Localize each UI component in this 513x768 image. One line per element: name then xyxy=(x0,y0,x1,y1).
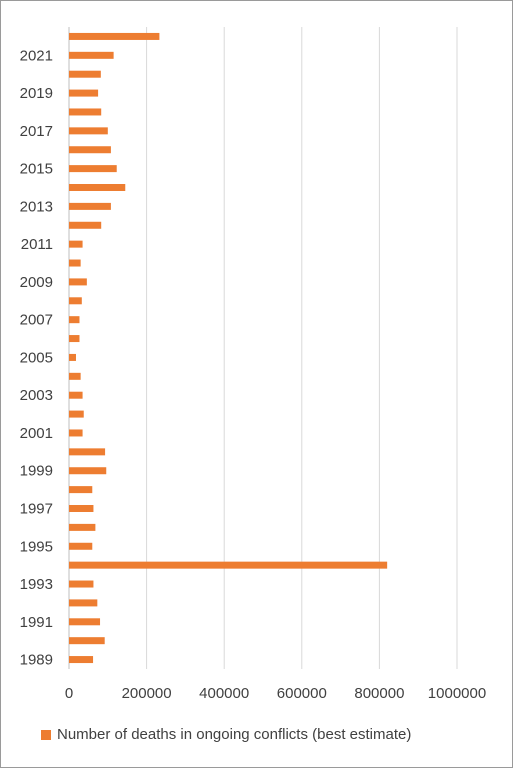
y-tick-label: 1989 xyxy=(20,652,53,669)
bar-2000 xyxy=(69,448,106,456)
x-tick-label: 400000 xyxy=(199,685,249,702)
bar-2002 xyxy=(69,410,84,418)
y-tick-label: 2021 xyxy=(20,47,53,64)
bar-2020 xyxy=(69,70,101,78)
bar-2016 xyxy=(69,146,111,154)
bar-2015 xyxy=(69,165,117,173)
bar-1994 xyxy=(69,561,388,569)
legend-label: Number of deaths in ongoing conflicts (b… xyxy=(57,726,412,743)
bar-1999 xyxy=(69,467,107,475)
bar-2013 xyxy=(69,202,111,210)
bar-1993 xyxy=(69,580,94,588)
bar-2005 xyxy=(69,353,76,361)
legend: Number of deaths in ongoing conflicts (b… xyxy=(41,726,411,743)
bar-2011 xyxy=(69,240,83,248)
bar-1990 xyxy=(69,637,105,645)
y-tick-label: 2009 xyxy=(20,274,53,291)
legend-swatch xyxy=(41,729,51,740)
bar-1991 xyxy=(69,618,101,626)
bar-2019 xyxy=(69,89,99,97)
x-tick-label: 800000 xyxy=(354,685,404,702)
y-tick-label: 1995 xyxy=(20,538,53,555)
y-tick-label: 2005 xyxy=(20,349,53,366)
bar-2022 xyxy=(69,32,160,40)
bar-2007 xyxy=(69,316,80,324)
y-tick-label: 2001 xyxy=(20,425,53,442)
bar-2004 xyxy=(69,372,81,380)
bar-1992 xyxy=(69,599,98,607)
y-tick-label: 2017 xyxy=(20,123,53,140)
bar-2001 xyxy=(69,429,83,437)
x-tick-label: 0 xyxy=(65,685,73,702)
y-tick-label: 2011 xyxy=(21,236,53,253)
y-tick-label: 1999 xyxy=(20,463,53,480)
x-tick-label: 1000000 xyxy=(428,685,486,702)
bar-1989 xyxy=(69,656,94,664)
bars xyxy=(69,32,388,664)
y-tick-label: 2003 xyxy=(20,387,53,404)
bar-1996 xyxy=(69,523,96,531)
bar-2003 xyxy=(69,391,83,399)
x-tick-label: 200000 xyxy=(122,685,172,702)
bar-2021 xyxy=(69,51,114,59)
bar-2010 xyxy=(69,259,81,267)
x-tick-label: 600000 xyxy=(277,685,327,702)
y-axis-labels: 1989 1991 1993 1995 1997 1999 2001 2003 2005 2007… xyxy=(20,47,53,668)
y-tick-label: 2007 xyxy=(20,312,53,329)
bar-2008 xyxy=(69,297,82,305)
y-tick-label: 1997 xyxy=(20,501,53,518)
bar-1997 xyxy=(69,505,94,512)
bar-1998 xyxy=(69,486,93,494)
gridlines xyxy=(68,27,458,669)
y-tick-label: 2015 xyxy=(20,161,53,178)
bar-2012 xyxy=(69,221,102,229)
bar-1995 xyxy=(69,542,93,550)
y-tick-label: 2013 xyxy=(20,198,53,215)
bar-2014 xyxy=(69,184,126,191)
bar-2018 xyxy=(69,108,102,116)
bar-2009 xyxy=(69,278,87,286)
bar-2017 xyxy=(69,127,108,135)
x-axis-labels: 0 200000 400000 600000 800000 1000000 xyxy=(65,685,486,702)
y-tick-label: 1991 xyxy=(20,614,53,631)
y-tick-label: 2019 xyxy=(20,85,53,102)
bar-2006 xyxy=(69,335,80,343)
y-tick-label: 1993 xyxy=(20,576,53,593)
